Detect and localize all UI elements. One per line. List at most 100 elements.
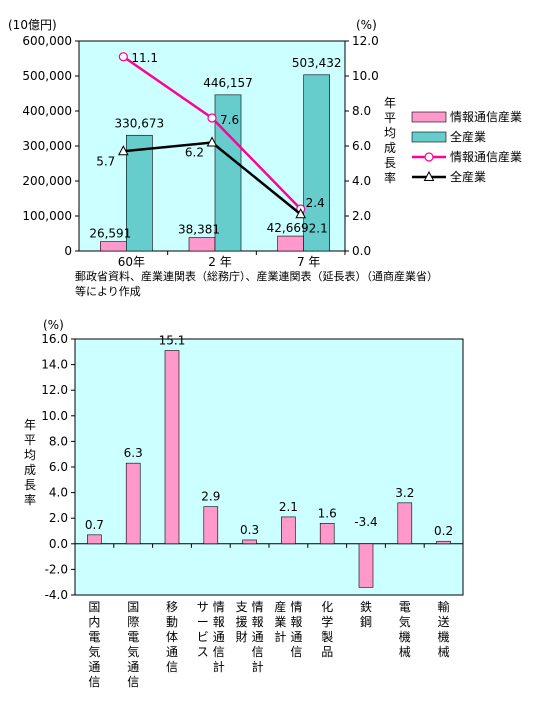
- line-ict-point: [118, 52, 128, 62]
- x-category-char: 鋼: [360, 615, 372, 629]
- x-category-char: 信: [290, 645, 302, 659]
- x-category-char: 財: [236, 629, 248, 644]
- y-right-label-char: 年: [384, 96, 396, 110]
- x-category-char: 学: [321, 614, 333, 629]
- x-category-char: 情: [252, 600, 264, 614]
- y-tick-label: 6.0: [49, 460, 68, 474]
- growth-chart-top: 0 100,000 200,000 300,000 400,000 500,000 600,…: [8, 18, 522, 269]
- legend-swatch: [411, 131, 447, 143]
- y-label-char: 均: [24, 448, 36, 462]
- x-category-char: 電: [399, 600, 411, 614]
- y-tick-label: 4.0: [49, 486, 68, 500]
- bar: [281, 516, 296, 545]
- x-tick-label: 2 年: [208, 255, 231, 269]
- y-left-tick-label: 600,000: [22, 34, 72, 48]
- line-ict-label: 2.4: [306, 196, 325, 210]
- y-tick-label: -2.0: [45, 562, 68, 576]
- x-category-char: 報: [213, 615, 225, 629]
- y-unit: (%): [43, 318, 64, 332]
- bar: [164, 350, 180, 545]
- bar: [358, 543, 374, 588]
- y-label-char: 平: [24, 433, 36, 447]
- y-tick-label: 2.0: [49, 511, 68, 525]
- x-category-char: 製: [321, 630, 333, 644]
- bar-value-label: 0.3: [240, 523, 259, 537]
- y-label-char: 率: [24, 492, 36, 507]
- y-left-tick-label: 200,000: [22, 174, 72, 188]
- y-left-tick-label: 300,000: [22, 139, 72, 153]
- source-note-line-2: 等により作成: [75, 285, 141, 298]
- x-category-char: 通: [290, 630, 302, 644]
- legend-marker: [424, 152, 434, 162]
- y-right-tick-label: 12.0: [352, 34, 379, 48]
- x-category-char: 国: [127, 600, 139, 614]
- x-category-char: 信: [88, 675, 100, 689]
- y-right-tick-label: 8.0: [352, 104, 371, 118]
- x-category-char: 通: [252, 630, 264, 644]
- x-category-char: 通: [127, 660, 139, 674]
- x-category-char: 機: [399, 629, 411, 644]
- x-category-char: 動: [166, 615, 178, 629]
- y-label-char: 成: [24, 463, 36, 477]
- x-category-char: 援: [236, 615, 248, 629]
- bar-value-label: 2.1: [279, 500, 298, 514]
- x-category-char: 械: [438, 644, 450, 659]
- bar: [319, 523, 335, 545]
- bar-ict: [100, 241, 127, 252]
- y-right-tick-label: 0.0: [352, 244, 371, 258]
- x-category-char: 電: [127, 630, 139, 644]
- y-tick-label: -4.0: [45, 588, 68, 602]
- bar-value-label: 2.9: [201, 490, 220, 504]
- legend-swatch: [411, 111, 447, 123]
- x-category-char: 鉄: [360, 599, 372, 614]
- x-category-char: サ: [197, 600, 209, 614]
- bar-all: [214, 94, 242, 252]
- x-category-char: 械: [399, 644, 411, 659]
- x-category-char: 信: [127, 675, 139, 689]
- y-right-unit: (%): [356, 18, 377, 32]
- line-ict-label: 11.1: [131, 51, 158, 65]
- y-label-char: 長: [24, 478, 36, 492]
- y-label-char: 年: [24, 418, 36, 432]
- line-all-point: [118, 145, 129, 156]
- y-left-unit: (10億円): [8, 18, 57, 32]
- legend-label: 情報通信産業: [450, 109, 522, 124]
- x-category-char: 気: [399, 614, 411, 629]
- bar-value-label: 0.2: [434, 524, 453, 538]
- y-right-label-char: 長: [384, 156, 396, 170]
- x-category-char: 業: [274, 615, 286, 629]
- x-category-char: 計: [213, 659, 225, 674]
- x-category-char: 移: [166, 600, 178, 614]
- y-tick-label: 16.0: [41, 332, 68, 346]
- x-category-char: ビ: [197, 630, 209, 644]
- x-tick-label: 7 年: [297, 255, 320, 269]
- bar-value-label: 0.7: [85, 518, 104, 532]
- legend-marker: [423, 170, 435, 181]
- x-category-char: 化: [321, 600, 333, 614]
- line-ict-label: 7.6: [220, 113, 239, 127]
- source-note: 郵政省資料、産業連関表（総務庁）、産業連関表（延長表）（通商産業省） 等により作…: [75, 269, 438, 299]
- x-category-char: 送: [438, 614, 450, 629]
- legend-label: 情報通信産業: [450, 149, 522, 164]
- x-category-char: 産: [274, 599, 286, 614]
- x-category-char: 信: [213, 645, 225, 659]
- sector-growth-chart: -4.0 -2.0 0.0 2.0 4.0 6.0 8.0 10.0 12.0 14.0 16.0(…: [24, 318, 464, 689]
- x-category-char: 報: [252, 615, 264, 629]
- y-right-label-char: 均: [384, 126, 396, 140]
- x-category-char: 通: [88, 660, 100, 674]
- x-category-char: 信: [252, 645, 264, 659]
- y-left-tick-label: 400,000: [22, 104, 72, 118]
- line-ict-point: [207, 113, 217, 123]
- x-category-char: 報: [290, 615, 302, 629]
- legend-label: 全産業: [450, 129, 486, 144]
- y-right-tick-label: 6.0: [352, 139, 371, 153]
- y-left-tick-label: 100,000: [22, 209, 72, 223]
- y-left-tick-label: 0: [64, 244, 72, 258]
- bar: [203, 506, 219, 545]
- x-category-char: 体: [166, 630, 178, 644]
- y-tick-label: 10.0: [41, 409, 68, 423]
- y-right-tick-label: 2.0: [352, 209, 371, 223]
- legend-label: 全産業: [450, 169, 486, 184]
- x-category-char: 支: [236, 600, 248, 614]
- y-right-tick-label: 10.0: [352, 69, 379, 83]
